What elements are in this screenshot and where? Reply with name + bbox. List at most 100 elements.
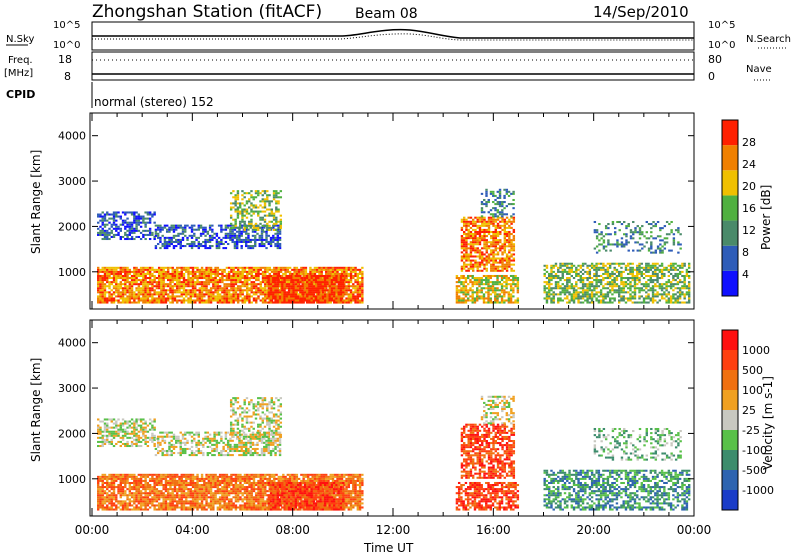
echo-cell <box>588 287 592 290</box>
echo-cell <box>595 287 598 290</box>
echo-cell <box>250 196 253 199</box>
echo-cell <box>566 291 569 294</box>
echo-cell <box>293 272 296 275</box>
echo-cell <box>180 299 183 302</box>
echo-cell <box>467 228 470 231</box>
echo-cell <box>313 272 317 275</box>
echo-cell <box>248 293 251 296</box>
echo-cell <box>548 293 551 296</box>
echo-cell <box>97 213 100 216</box>
echo-cell <box>683 295 686 298</box>
echo-cell <box>676 301 680 304</box>
echo-cell <box>554 274 558 278</box>
echo-cell <box>308 297 311 300</box>
echo-cell <box>269 283 273 286</box>
echo-cell <box>472 247 475 250</box>
echo-cell <box>229 232 232 235</box>
echo-cell <box>552 266 555 269</box>
echo-cell <box>163 242 167 246</box>
echo-cell <box>154 234 158 237</box>
echo-cell <box>142 233 145 236</box>
echo-cell <box>272 289 275 292</box>
echo-cell <box>101 219 104 222</box>
echo-cell <box>554 285 558 288</box>
echo-cell <box>566 295 569 298</box>
echo-cell <box>554 264 558 267</box>
echo-cell <box>358 301 362 304</box>
echo-cell <box>168 228 171 231</box>
echo-cell <box>193 228 196 231</box>
echo-cell <box>234 204 237 207</box>
echo-cell <box>112 215 116 218</box>
echo-cell <box>151 299 154 302</box>
echo-cell <box>645 266 648 269</box>
echo-cell <box>281 291 284 294</box>
echo-cell <box>162 293 165 296</box>
echo-cell <box>568 299 571 302</box>
echo-cell <box>165 236 169 239</box>
echo-cell <box>599 301 603 304</box>
echo-cell <box>512 213 515 216</box>
echo-cell <box>270 220 273 223</box>
echo-cell <box>335 291 338 294</box>
echo-cell <box>500 285 504 288</box>
echo-cell <box>679 233 682 236</box>
echo-cell <box>172 234 176 237</box>
echo-cell <box>620 287 623 290</box>
echo-cell <box>469 299 472 302</box>
echo-cell <box>236 295 240 298</box>
echo-cell <box>339 287 343 290</box>
echo-cell <box>651 301 655 304</box>
echo-cell <box>148 268 152 271</box>
nsearch-label: N.Search <box>746 34 791 45</box>
echo-cell <box>480 283 483 286</box>
echo-cell <box>654 237 658 240</box>
echo-cell <box>469 265 473 268</box>
echo-cell <box>545 301 549 304</box>
echo-cell <box>101 268 104 271</box>
echo-cell <box>568 266 571 269</box>
echo-cell <box>218 281 222 284</box>
echo-cell <box>498 274 502 278</box>
echo-cell <box>575 283 578 286</box>
echo-cell <box>221 289 224 292</box>
echo-cell <box>177 226 180 229</box>
echo-cell <box>124 219 127 222</box>
echo-cell <box>608 264 612 267</box>
echo-cell <box>178 299 181 302</box>
echo-cell <box>216 279 220 282</box>
echo-cell <box>467 269 470 272</box>
echo-cell <box>119 274 122 278</box>
echo-cell <box>144 287 147 290</box>
echo-cell <box>214 272 217 275</box>
echo-cell <box>313 268 317 271</box>
echo-cell <box>254 238 257 241</box>
echo-cell <box>455 285 459 288</box>
echo-cell <box>211 230 214 233</box>
echo-cell <box>202 226 205 229</box>
echo-cell <box>128 221 132 224</box>
echo-cell <box>209 289 213 292</box>
echo-cell <box>245 208 249 211</box>
echo-cell <box>337 287 340 290</box>
echo-cell <box>476 277 479 280</box>
echo-cell <box>485 259 488 262</box>
echo-cell <box>290 289 293 292</box>
echo-cell <box>615 285 619 288</box>
echo-cell <box>257 228 260 231</box>
echo-cell <box>162 274 165 278</box>
echo-cell <box>276 299 280 302</box>
echo-cell <box>490 267 493 270</box>
echo-cell <box>645 297 648 300</box>
echo-cell <box>265 240 268 243</box>
echo-cell <box>223 291 226 294</box>
echo-cell <box>148 291 152 294</box>
echo-cell <box>103 283 107 286</box>
echo-cell <box>279 270 283 273</box>
echo-cell <box>501 269 504 272</box>
echo-cell <box>631 295 634 298</box>
echo-cell <box>665 301 668 304</box>
echo-cell <box>216 291 220 294</box>
echo-cell <box>199 232 203 235</box>
echo-cell <box>151 272 154 275</box>
